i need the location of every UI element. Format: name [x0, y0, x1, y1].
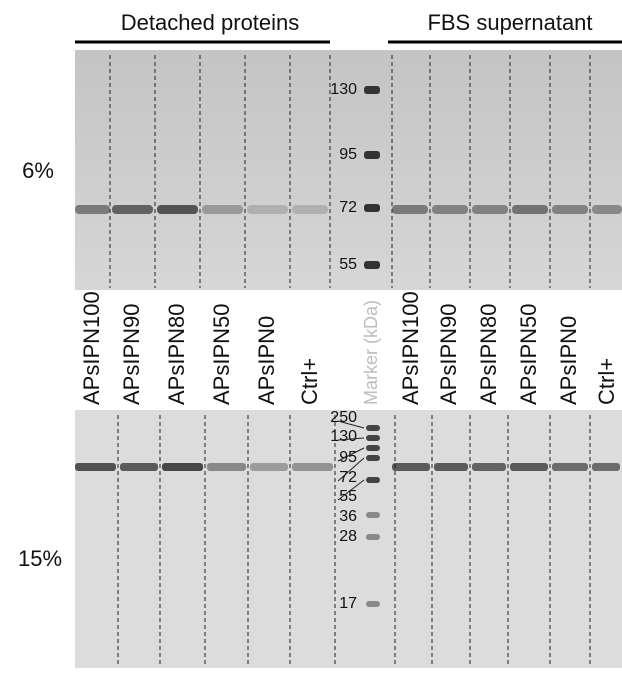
marker-label: 95 [339, 146, 357, 163]
band [247, 205, 288, 214]
band [250, 463, 288, 471]
lane-label: Ctrl+ [297, 358, 322, 405]
band [292, 205, 328, 214]
band [434, 463, 468, 471]
lane-label: Marker (kDa) [361, 300, 381, 405]
band [157, 205, 198, 214]
marker-band [364, 261, 380, 269]
marker-leader [337, 457, 365, 482]
marker-band [366, 477, 380, 483]
marker-label: 36 [339, 508, 357, 525]
band [552, 205, 588, 214]
band [202, 205, 243, 214]
band [120, 463, 158, 471]
lane-label: Ctrl+ [594, 358, 619, 405]
gel-6 [75, 50, 622, 290]
band [472, 205, 508, 214]
lane-label: APsIPN50 [209, 304, 234, 406]
band [162, 463, 203, 471]
marker-label: 28 [339, 528, 357, 545]
marker-label: 55 [339, 488, 357, 505]
lane-label: APsIPN100 [398, 291, 423, 405]
group-label: FBS supernatant [427, 10, 592, 35]
marker-leader [337, 447, 365, 462]
band [510, 463, 548, 471]
lane-label: APsIPN80 [476, 304, 501, 406]
marker-band [364, 204, 380, 212]
band [552, 463, 588, 471]
gel-label: 6% [22, 158, 54, 183]
marker-band [366, 534, 380, 540]
band [392, 205, 428, 214]
lane-label: APsIPN0 [556, 316, 581, 405]
marker-band [366, 435, 380, 441]
marker-label: 55 [339, 256, 357, 273]
lane-label: APsIPN50 [516, 304, 541, 406]
lane-label: APsIPN90 [119, 304, 144, 406]
marker-label: 72 [339, 199, 357, 216]
marker-leader [337, 420, 365, 429]
lane-label: APsIPN90 [436, 304, 461, 406]
marker-band [366, 601, 380, 607]
band [512, 205, 548, 214]
marker-leader [337, 437, 365, 441]
band [75, 205, 110, 214]
marker-label: 130 [330, 81, 357, 98]
group-label: Detached proteins [121, 10, 300, 35]
band [112, 205, 153, 214]
lane-label: APsIPN100 [79, 291, 104, 405]
marker-band [364, 86, 380, 94]
marker-band [366, 425, 380, 431]
marker-label: 95 [339, 449, 357, 466]
band [392, 463, 430, 471]
band [592, 463, 620, 471]
lane-label: APsIPN0 [254, 316, 279, 405]
marker-band [366, 455, 380, 461]
marker-label: 130 [330, 428, 357, 445]
band [472, 463, 506, 471]
marker-label: 72 [339, 469, 357, 486]
gel-15 [75, 410, 622, 668]
marker-leader [337, 479, 365, 501]
band [207, 463, 246, 471]
band [292, 463, 333, 471]
marker-band [366, 445, 380, 451]
marker-label: 17 [339, 595, 357, 612]
lane-label: APsIPN80 [164, 304, 189, 406]
band [75, 463, 116, 471]
marker-band [366, 512, 380, 518]
marker-label: 250 [330, 409, 357, 426]
gel-label: 15% [18, 546, 62, 571]
band [432, 205, 468, 214]
marker-band [364, 151, 380, 159]
band [592, 205, 622, 214]
